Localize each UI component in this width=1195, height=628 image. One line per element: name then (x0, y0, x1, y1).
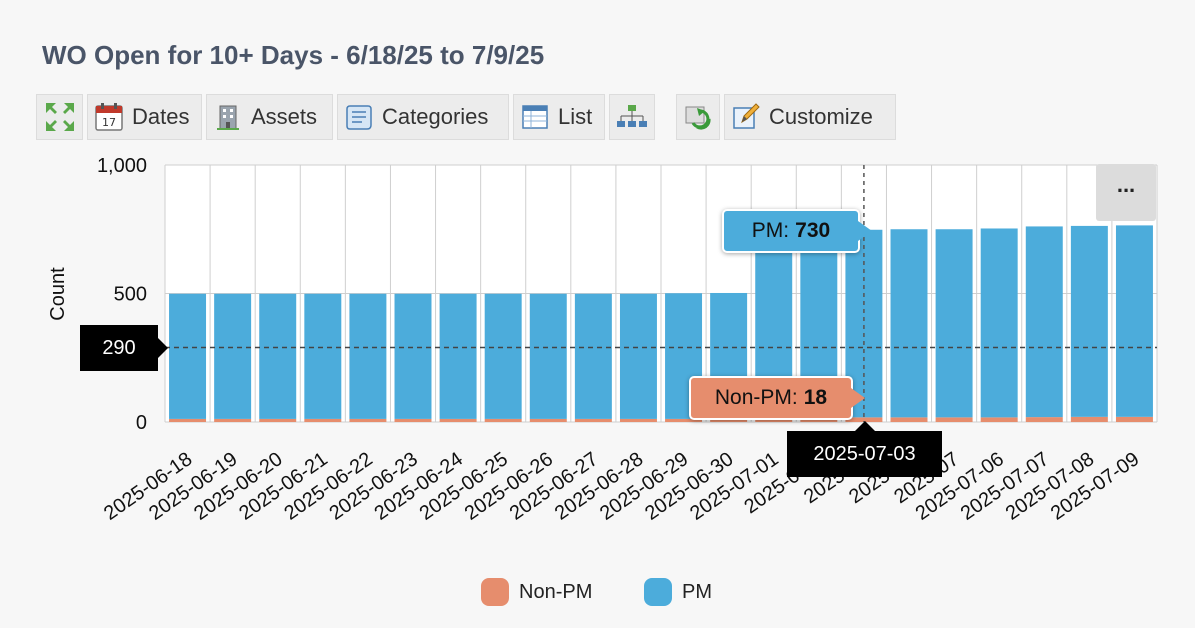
legend-item-pm[interactable]: PM (644, 578, 712, 606)
tooltip-non-pm: Non-PM: 18 (689, 376, 865, 420)
bar-non-pm[interactable] (574, 418, 612, 422)
refresh-icon (685, 106, 711, 130)
bar-pm[interactable] (935, 229, 973, 418)
legend-swatch-non-pm (481, 578, 509, 606)
bar-pm[interactable] (1115, 225, 1153, 417)
y-tick-label: 500 (114, 284, 147, 306)
bar-pm[interactable] (980, 228, 1018, 418)
bar-pm[interactable] (574, 293, 612, 419)
dates-button[interactable]: 17 Dates (87, 94, 202, 140)
bar-non-pm[interactable] (755, 418, 793, 422)
bar-non-pm[interactable] (304, 418, 342, 422)
bar-non-pm[interactable] (710, 418, 748, 422)
fullscreen-button[interactable] (36, 94, 83, 140)
bar-pm[interactable] (890, 229, 928, 418)
bar-non-pm[interactable] (439, 418, 477, 422)
bar-non-pm[interactable] (845, 417, 883, 422)
y-tick-label: 0 (136, 412, 147, 434)
tooltip-pm: PM: 730 (722, 209, 872, 253)
legend-label-non-pm: Non-PM (519, 580, 593, 603)
bar-non-pm[interactable] (619, 418, 657, 422)
org-chart-icon (617, 105, 647, 127)
list-button[interactable]: List (513, 94, 605, 140)
bar-pm[interactable] (394, 293, 432, 419)
legend-item-non-pm[interactable]: Non-PM (481, 578, 592, 606)
chart-legend: Non-PM PM (0, 578, 1195, 608)
calendar-icon: 17 (95, 103, 123, 131)
bar-non-pm[interactable] (484, 418, 522, 422)
bar-non-pm[interactable] (394, 418, 432, 422)
customize-button[interactable]: Customize (724, 94, 896, 140)
legend-swatch-pm (644, 578, 672, 606)
bar-pm[interactable] (169, 293, 207, 419)
more-options-button[interactable]: ... (1096, 164, 1156, 221)
bar-pm[interactable] (349, 293, 387, 419)
bar-non-pm[interactable] (214, 418, 252, 422)
bar-non-pm[interactable] (1115, 416, 1153, 422)
scroll-icon (346, 105, 372, 130)
bar-pm[interactable] (214, 293, 252, 419)
bar-non-pm[interactable] (349, 418, 387, 422)
bar-non-pm[interactable] (259, 418, 297, 422)
bar-pm[interactable] (439, 293, 477, 419)
tooltip-non-pm-label: Non-PM: (714, 386, 798, 409)
bar-pm[interactable] (1025, 226, 1063, 418)
x-axis: 2025-06-182025-06-192025-06-202025-06-21… (100, 448, 1143, 525)
bar-non-pm[interactable] (529, 418, 567, 422)
bar-non-pm[interactable] (935, 417, 973, 422)
expand-arrows-icon (46, 103, 74, 131)
y-tick-label: 1,000 (97, 155, 147, 177)
dates-label: Dates (132, 104, 190, 129)
crosshairs (165, 165, 1157, 422)
customize-label: Customize (769, 104, 873, 129)
y-axis-label: Count (47, 267, 69, 321)
tooltip-pm-value: 730 (795, 219, 831, 242)
tooltip-non-pm-value: 18 (803, 386, 828, 409)
bar-pm[interactable] (619, 293, 657, 419)
bar-non-pm[interactable] (1070, 416, 1108, 422)
assets-label: Assets (251, 104, 318, 129)
bar-pm[interactable] (484, 293, 522, 419)
list-label: List (558, 104, 593, 129)
bar-pm[interactable] (259, 293, 297, 419)
y-crosshair-label: 290 (80, 325, 158, 371)
bar-non-pm[interactable] (1025, 417, 1063, 422)
legend-label-pm: PM (682, 580, 712, 603)
bar-non-pm[interactable] (980, 417, 1018, 422)
bar-pm[interactable] (529, 293, 567, 419)
y-axis: 0 500 1,000 (97, 155, 147, 434)
bar-pm[interactable] (1070, 225, 1108, 417)
bar-pm[interactable] (304, 293, 342, 419)
categories-button[interactable]: Categories (337, 94, 509, 140)
page-title: WO Open for 10+ Days - 6/18/25 to 7/9/25 (42, 40, 545, 70)
tooltip-pm-label: PM: (751, 219, 790, 242)
hierarchy-button[interactable] (609, 94, 655, 140)
building-icon (217, 105, 239, 130)
bar-non-pm[interactable] (169, 418, 207, 422)
bar-non-pm[interactable] (890, 417, 928, 422)
edit-pencil-icon (733, 103, 760, 129)
table-list-icon (522, 105, 548, 129)
x-crosshair-label: 2025-07-03 (787, 421, 942, 477)
bar-non-pm[interactable] (665, 418, 703, 422)
svg-text:17: 17 (102, 116, 116, 129)
assets-button[interactable]: Assets (206, 94, 333, 140)
categories-label: Categories (382, 104, 489, 129)
refresh-button[interactable] (676, 94, 720, 140)
